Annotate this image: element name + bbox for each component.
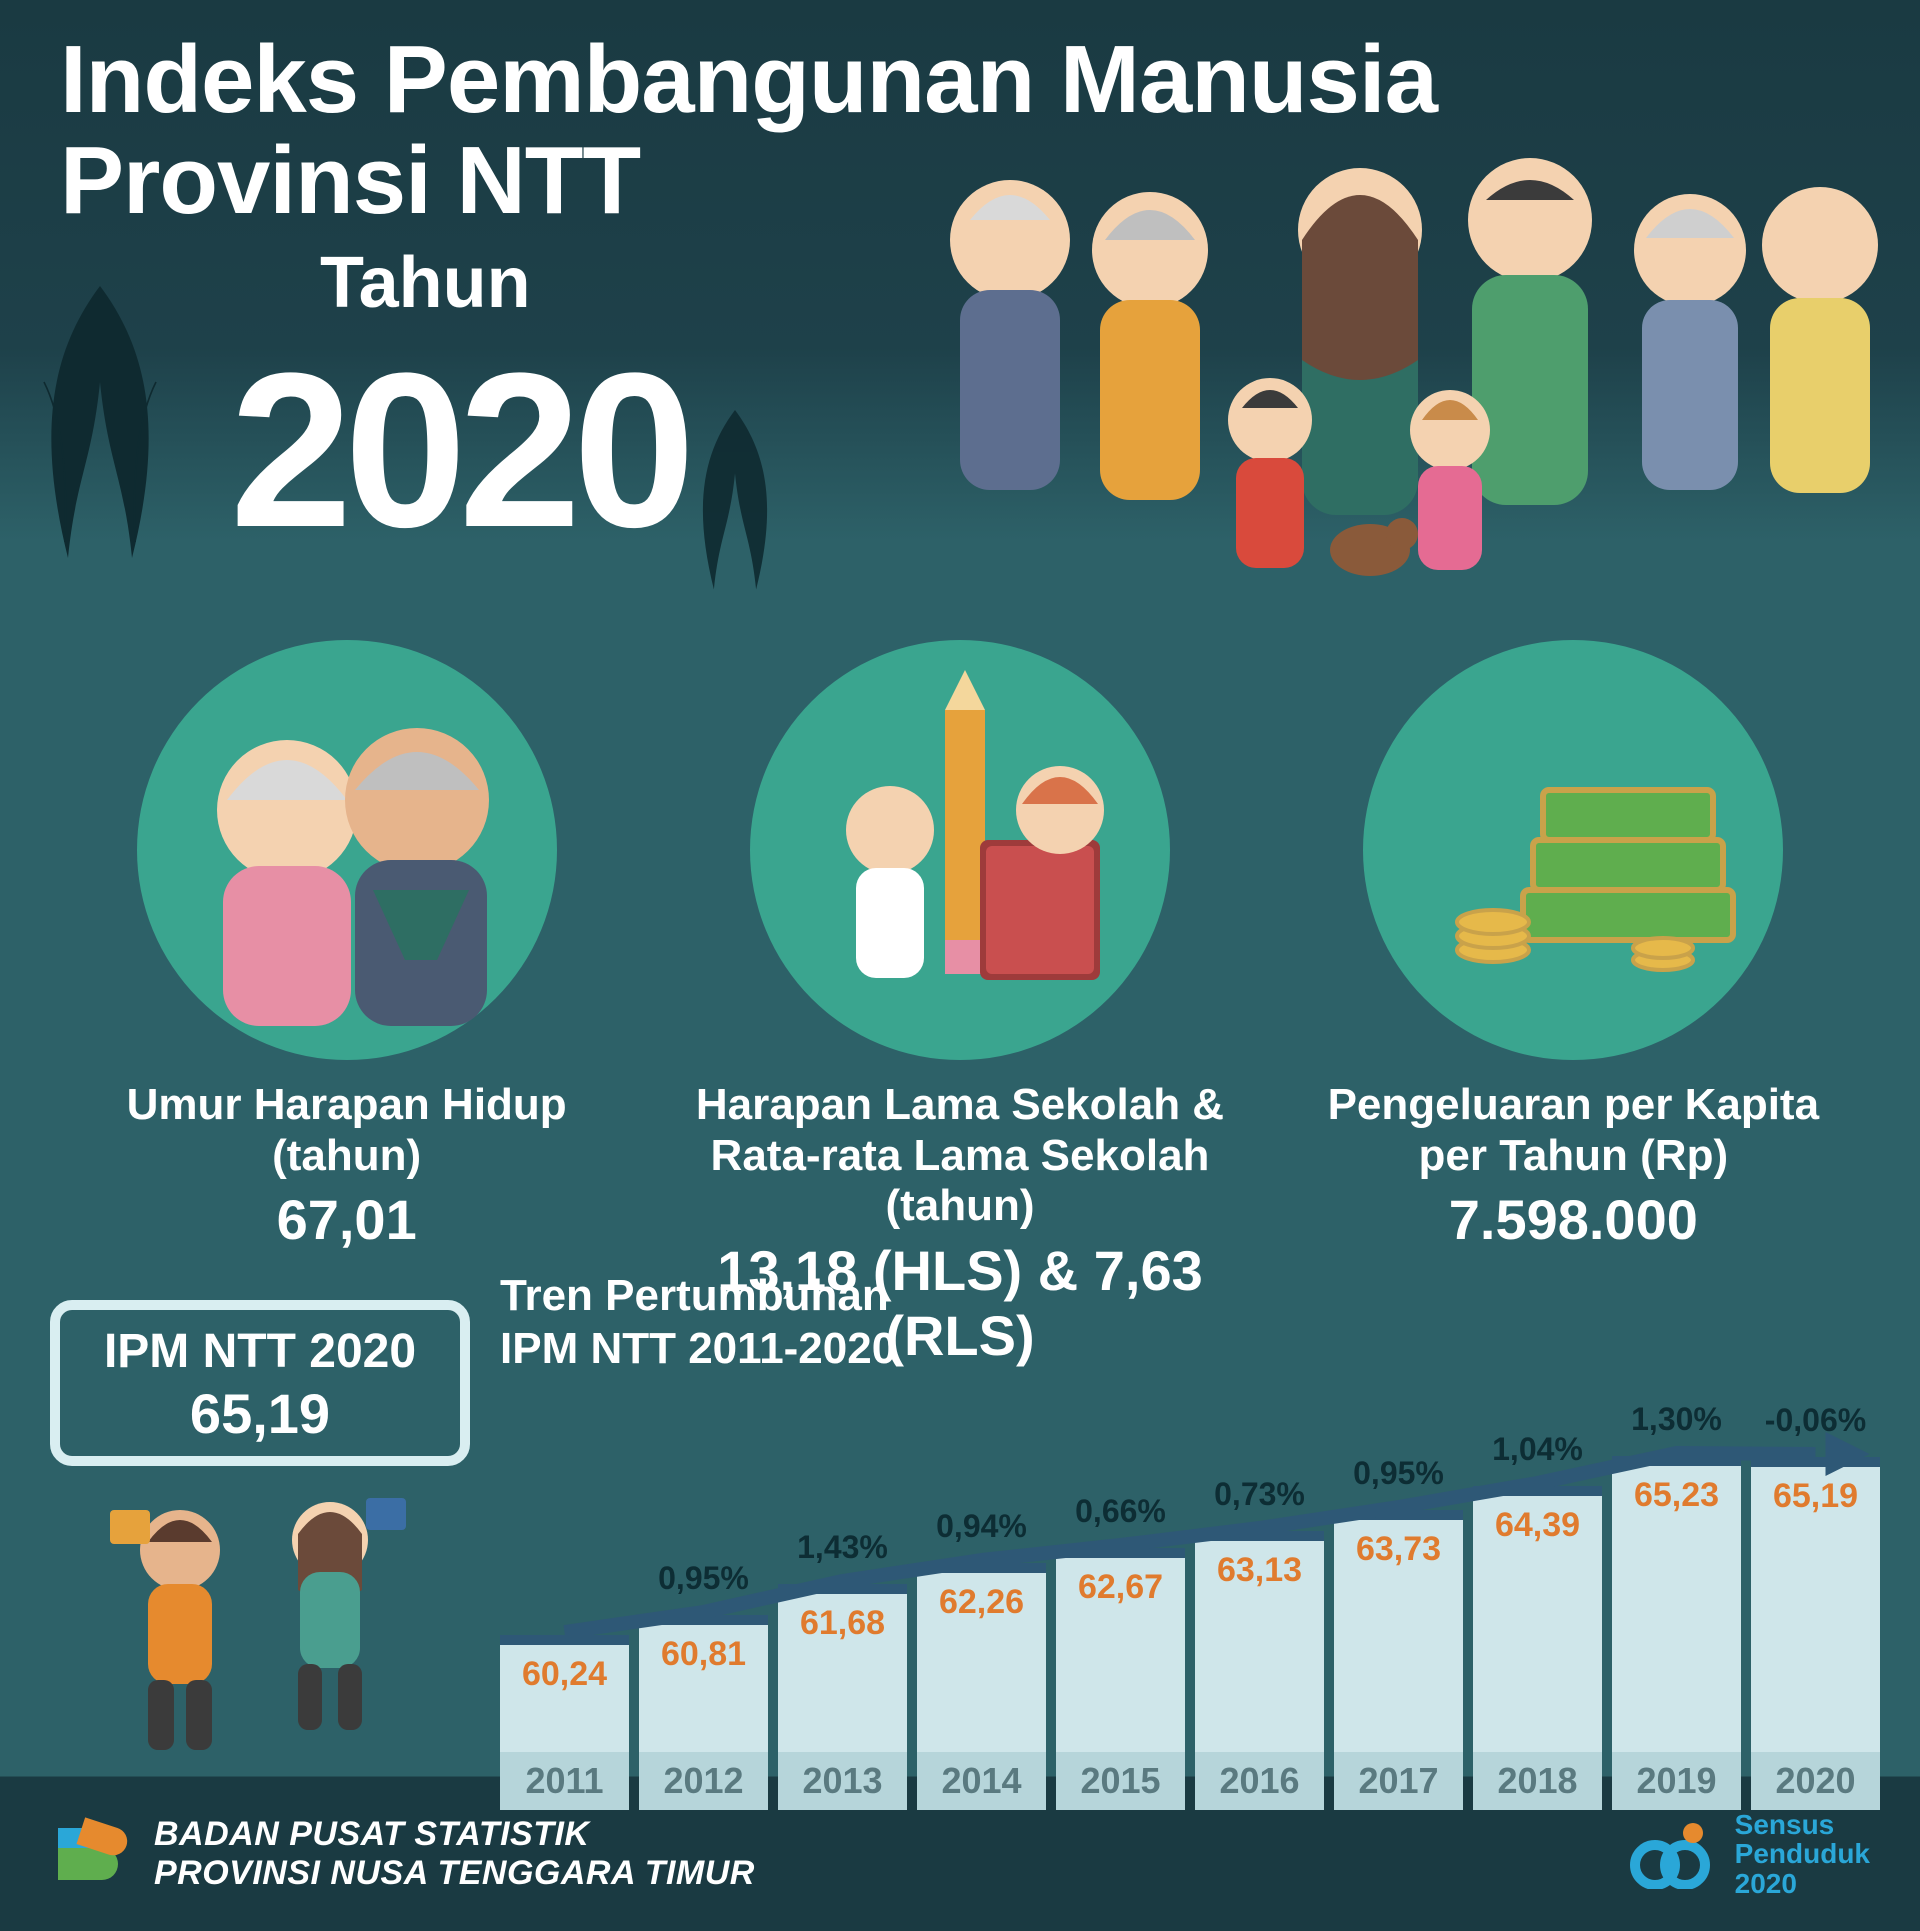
bar-column: 1,04%64,392018 (1473, 1486, 1602, 1810)
growth-label: 0,95% (1353, 1455, 1444, 1492)
bar-column: -0,06%65,192020 (1751, 1457, 1880, 1810)
indicator-3-label-2: per Tahun (Rp) (1419, 1131, 1729, 1180)
bar-value: 63,13 (1195, 1551, 1324, 1590)
growth-label: 1,43% (797, 1529, 888, 1566)
indicator-1: Umur Harapan Hidup (tahun) 67,01 (67, 640, 627, 1368)
footer-sp-line-1: Sensus (1735, 1810, 1870, 1839)
indicator-1-value: 67,01 (67, 1187, 627, 1252)
title-line-2: Provinsi NTT (60, 127, 640, 234)
bar: 65,23 (1612, 1456, 1741, 1752)
bar-value: 60,81 (639, 1635, 768, 1674)
bar-value: 64,39 (1473, 1506, 1602, 1545)
footer-right: Sensus Penduduk 2020 (1627, 1810, 1870, 1898)
bar: 65,19 (1751, 1457, 1880, 1752)
growth-label: 0,94% (936, 1508, 1027, 1545)
indicator-3-label-1: Pengeluaran per Kapita (1328, 1080, 1819, 1129)
bar: 63,13 (1195, 1531, 1324, 1752)
bar-value: 63,73 (1334, 1530, 1463, 1569)
bar: 62,26 (917, 1563, 1046, 1752)
indicator-row: Umur Harapan Hidup (tahun) 67,01 (0, 640, 1920, 1368)
title-line-1: Indeks Pembangunan Manusia (60, 26, 1437, 133)
footer-org-line-2: PROVINSI NUSA TENGGARA TIMUR (154, 1854, 755, 1893)
bar: 64,39 (1473, 1486, 1602, 1752)
growth-label: -0,06% (1765, 1402, 1866, 1439)
elderly-couple-icon (137, 640, 557, 1060)
footer-org-line-1: BADAN PUSAT STATISTIK (154, 1815, 755, 1854)
bar-column: 1,30%65,232019 (1612, 1456, 1741, 1810)
chart-title-line-1: Tren Pertumbuhan (500, 1271, 889, 1320)
indicator-3-value: 7.598.000 (1293, 1187, 1853, 1252)
growth-label: 1,30% (1631, 1401, 1722, 1438)
indicator-2-label-1: Harapan Lama Sekolah & (696, 1080, 1224, 1129)
school-pencil-icon (750, 640, 1170, 1060)
bar-container: 60,2420110,95%60,8120121,43%61,6820130,9… (500, 1340, 1880, 1810)
money-stack-icon (1363, 640, 1783, 1060)
growth-label: 0,73% (1214, 1476, 1305, 1513)
trend-chart: Tren Pertumbuhan IPM NTT 2011-2020 60,24… (500, 1270, 1880, 1810)
infographic-page: Indeks Pembangunan Manusia Provinsi NTT … (0, 0, 1920, 1931)
bar-value: 60,24 (500, 1655, 629, 1694)
bar-value: 65,23 (1612, 1476, 1741, 1515)
bar-column: 0,66%62,672015 (1056, 1548, 1185, 1810)
bar-column: 0,73%63,132016 (1195, 1531, 1324, 1810)
growth-label: 0,66% (1075, 1493, 1166, 1530)
bar: 61,68 (778, 1584, 907, 1752)
footer: BADAN PUSAT STATISTIK PROVINSI NUSA TENG… (0, 1777, 1920, 1931)
ipm-summary-box: IPM NTT 2020 65,19 (50, 1300, 470, 1466)
bar: 60,81 (639, 1615, 768, 1752)
bar-value: 65,19 (1751, 1477, 1880, 1516)
footer-sp-line-3: 2020 (1735, 1869, 1870, 1898)
ipm-box-value: 65,19 (68, 1381, 452, 1446)
bar-value: 62,67 (1056, 1568, 1185, 1607)
bps-logo-icon (50, 1814, 130, 1894)
bar: 60,24 (500, 1635, 629, 1752)
students-jumping-icon (70, 1470, 450, 1780)
sensus-penduduk-logo-icon (1627, 1819, 1717, 1889)
family-illustration-icon (930, 120, 1890, 590)
bar-value: 61,68 (778, 1604, 907, 1643)
indicator-2: Harapan Lama Sekolah & Rata-rata Lama Se… (680, 640, 1240, 1368)
indicator-1-label-2: (tahun) (272, 1131, 421, 1180)
bar: 63,73 (1334, 1510, 1463, 1752)
bar: 62,67 (1056, 1548, 1185, 1752)
footer-sp-line-2: Penduduk (1735, 1839, 1870, 1868)
growth-label: 0,95% (658, 1560, 749, 1597)
ipm-box-title: IPM NTT 2020 (68, 1324, 452, 1379)
indicator-3: Pengeluaran per Kapita per Tahun (Rp) 7.… (1293, 640, 1853, 1368)
bar-column: 0,94%62,262014 (917, 1563, 1046, 1810)
growth-label: 1,04% (1492, 1431, 1583, 1468)
indicator-2-label-2: Rata-rata Lama Sekolah (tahun) (711, 1131, 1210, 1231)
bar-value: 62,26 (917, 1583, 1046, 1622)
indicator-1-label-1: Umur Harapan Hidup (127, 1080, 567, 1129)
bar-column: 0,95%63,732017 (1334, 1510, 1463, 1810)
footer-left: BADAN PUSAT STATISTIK PROVINSI NUSA TENG… (50, 1814, 755, 1894)
